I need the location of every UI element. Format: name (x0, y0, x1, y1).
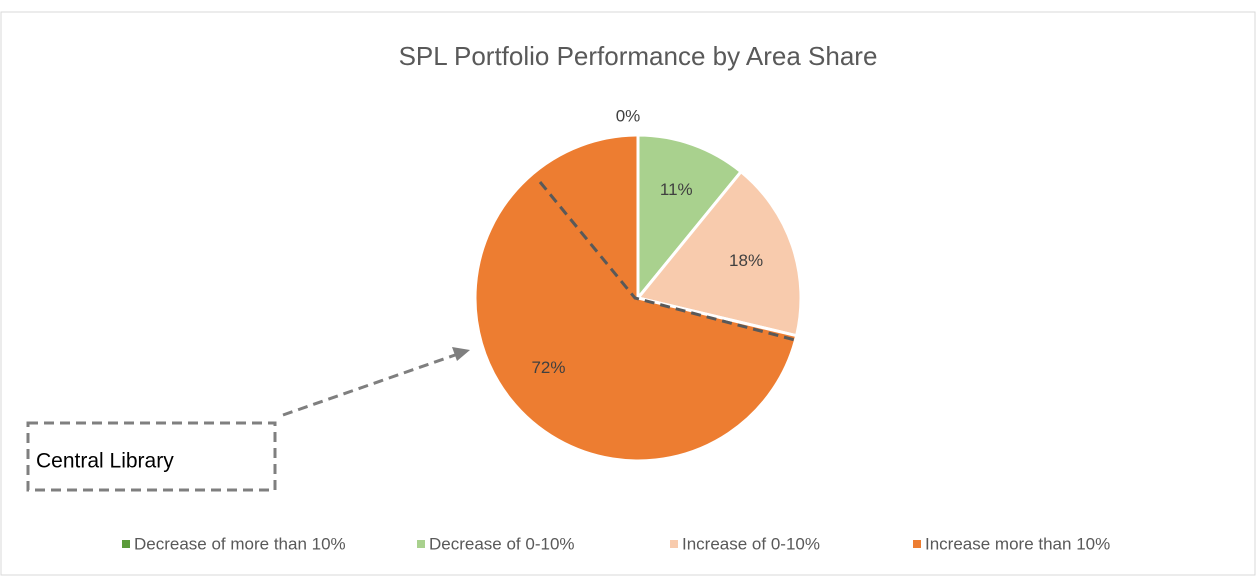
data-label: 11% (660, 180, 693, 199)
arrow-head (452, 347, 470, 361)
highlight-outline (538, 181, 796, 342)
legend-marker (417, 540, 425, 548)
legend-label: Decrease of more than 10% (134, 534, 346, 553)
chart-title: SPL Portfolio Performance by Area Share (399, 41, 878, 71)
data-label: 72% (531, 358, 565, 377)
pie-slice (636, 133, 744, 303)
pie-slice (635, 169, 803, 338)
annotation-box (26, 421, 277, 492)
legend-marker (913, 540, 921, 548)
legend: Decrease of more than 10% Decrease of 0-1… (122, 534, 1110, 553)
legend-marker (122, 540, 130, 548)
legend-label: Decrease of 0-10% (429, 534, 575, 553)
data-label: 18% (729, 251, 763, 270)
legend-label: Increase more than 10% (925, 534, 1110, 553)
legend-label: Increase of 0-10% (682, 534, 820, 553)
data-label: 0% (616, 106, 641, 125)
annotation-text: Central Library (36, 450, 174, 473)
legend-marker (670, 540, 678, 548)
